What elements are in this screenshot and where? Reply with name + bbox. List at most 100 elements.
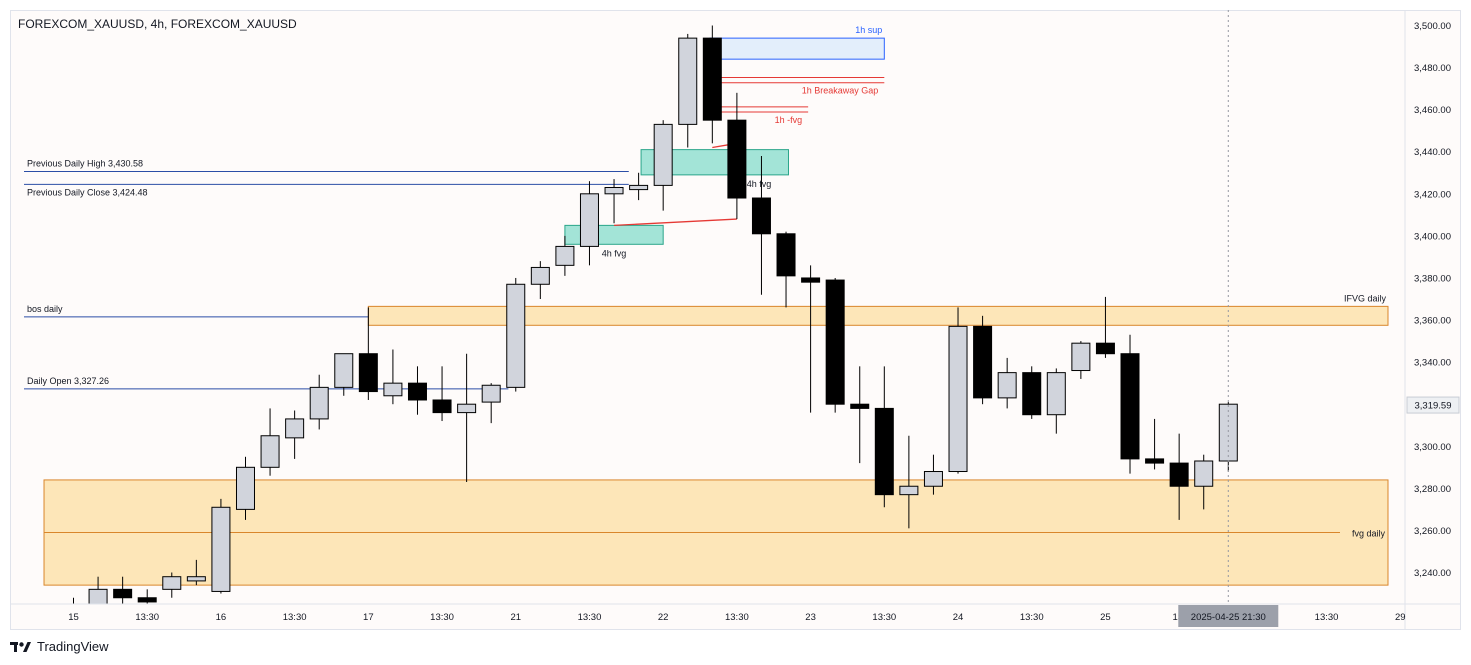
candle-body-24	[653, 123, 673, 186]
candle-body-27	[727, 119, 747, 199]
candle-body-44	[1145, 458, 1165, 464]
y-tick-3: 3,300.00	[1414, 442, 1451, 453]
x-tick-13: 13:30	[1020, 612, 1044, 623]
red-label-1: 1h -fvg	[775, 115, 803, 125]
candle-body-38	[997, 372, 1017, 399]
candle-body-1	[88, 588, 108, 604]
candle-body-34	[899, 485, 919, 496]
red-segment-0	[614, 218, 737, 227]
x-tick-10: 23	[805, 612, 816, 623]
candle-body-20	[555, 245, 575, 266]
candle-body-12	[358, 353, 378, 393]
zone-2	[564, 224, 664, 245]
tradingview-brand[interactable]: TradingView	[10, 639, 109, 654]
last-price-badge	[1406, 396, 1460, 414]
candle-body-13	[383, 382, 403, 397]
candle-body-37	[973, 325, 993, 399]
x-tick-16: 13:30	[1315, 612, 1339, 623]
y-tick-6: 3,360.00	[1414, 316, 1451, 327]
last-price-label: 3,319.59	[1415, 401, 1452, 412]
y-tick-7: 3,380.00	[1414, 273, 1451, 284]
x-tick-3: 13:30	[283, 612, 307, 623]
y-tick-0: 3,240.00	[1414, 568, 1451, 579]
candle-body-17	[481, 384, 501, 403]
candle-body-33	[874, 407, 894, 496]
y-tick-5: 3,340.00	[1414, 358, 1451, 369]
candle-body-28	[751, 197, 771, 235]
candle-body-23	[629, 184, 649, 191]
zone-label-3: 4h fvg	[747, 179, 772, 189]
candle-body-35	[923, 471, 943, 487]
candle-body-26	[702, 37, 722, 121]
candle-body-43	[1120, 353, 1140, 460]
level-label-3: Daily Open 3,327.26	[27, 376, 109, 386]
x-tick-11: 13:30	[872, 612, 896, 623]
candle-body-22	[604, 186, 624, 195]
level-label-1: Previous Daily Close 3,424.48	[27, 187, 148, 197]
x-tick-0: 15	[68, 612, 79, 623]
zone-label-4: 1h sup	[855, 25, 882, 35]
y-tick-1: 3,260.00	[1414, 526, 1451, 537]
candle-body-40	[1046, 372, 1066, 416]
candle-body-46	[1194, 460, 1214, 487]
candle-body-9	[285, 418, 305, 439]
candle-body-10	[309, 386, 329, 420]
candle-body-7	[235, 466, 255, 510]
x-tick-12: 24	[953, 612, 964, 623]
candle-body-29	[776, 233, 796, 277]
level-label-2: bos daily	[27, 304, 63, 314]
x-tick-17: 29	[1395, 612, 1406, 623]
candle-body-6	[211, 506, 231, 592]
x-tick-1: 13:30	[135, 612, 159, 623]
candle-body-16	[457, 403, 477, 414]
candle-body-36	[948, 325, 968, 473]
x-tick-9: 13:30	[725, 612, 749, 623]
candle-body-2	[113, 588, 133, 599]
y-tick-11: 3,460.00	[1414, 105, 1451, 116]
y-tick-10: 3,440.00	[1414, 147, 1451, 158]
y-tick-13: 3,500.00	[1414, 21, 1451, 32]
zone-label-0: fvg daily	[1352, 529, 1386, 539]
zone-4	[709, 37, 885, 60]
zone-label-1: IFVG daily	[1344, 293, 1387, 303]
candle-body-8	[260, 435, 280, 468]
candle-body-4	[162, 576, 182, 590]
candle-body-25	[678, 37, 698, 125]
candle-body-11	[334, 353, 354, 388]
candle-body-39	[1022, 372, 1042, 416]
symbol-title: FOREXCOM_XAUUSD, 4h, FOREXCOM_XAUUSD	[18, 17, 297, 31]
candle-body-47	[1218, 403, 1238, 462]
candle-body-5	[186, 576, 206, 582]
candle-body-15	[432, 399, 452, 414]
red-label-0: 1h Breakaway Gap	[802, 86, 879, 96]
crosshair-date-label: 2025-04-25 21:30	[1191, 612, 1266, 623]
candle-body-18	[506, 283, 526, 388]
y-tick-2: 3,280.00	[1414, 484, 1451, 495]
x-tick-5: 13:30	[430, 612, 454, 623]
y-tick-8: 3,400.00	[1414, 231, 1451, 242]
x-tick-14: 25	[1100, 612, 1111, 623]
y-tick-12: 3,480.00	[1414, 63, 1451, 74]
candle-body-21	[579, 193, 599, 247]
y-tick-9: 3,420.00	[1414, 189, 1451, 200]
candle-body-3	[137, 597, 157, 603]
x-tick-6: 21	[510, 612, 521, 623]
level-label-0: Previous Daily High 3,430.58	[27, 159, 143, 169]
tradingview-logo-icon	[10, 641, 31, 652]
candle-body-14	[407, 382, 427, 401]
zone-label-2: 4h fvg	[602, 248, 627, 258]
candle-body-30	[801, 277, 821, 283]
x-tick-7: 13:30	[578, 612, 602, 623]
candle-body-19	[530, 266, 550, 285]
x-tick-2: 16	[216, 612, 227, 623]
candle-body-45	[1169, 462, 1189, 487]
crosshair-date-badge	[1178, 605, 1279, 627]
candle-body-42	[1095, 342, 1115, 355]
candle-body-31	[825, 279, 845, 405]
candle-body-32	[850, 403, 870, 409]
x-tick-4: 17	[363, 612, 374, 623]
candle-body-41	[1071, 342, 1091, 372]
x-tick-8: 22	[658, 612, 669, 623]
brand-label: TradingView	[37, 639, 109, 654]
